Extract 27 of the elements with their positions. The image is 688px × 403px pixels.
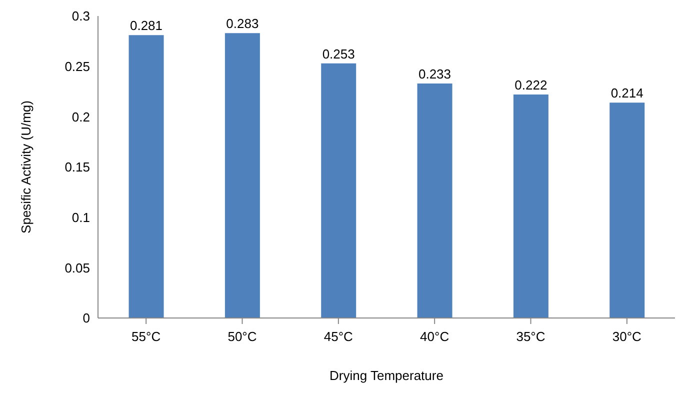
y-tick-label: 0.1	[72, 210, 90, 225]
x-tick-label: 55°C	[132, 329, 161, 344]
x-tick-label: 35°C	[516, 329, 546, 344]
data-label: 0.222	[514, 78, 548, 93]
data-label: 0.283	[226, 16, 259, 32]
data-label: 0.214	[610, 86, 644, 101]
bar	[417, 83, 452, 318]
x-tick-label: 45°C	[324, 329, 353, 344]
x-tick-label: 30°C	[612, 329, 642, 344]
x-axis-title: Drying Temperature	[330, 368, 444, 383]
y-axis-title: Spesific Activity (U/mg)	[18, 100, 34, 234]
x-tick-label: 50°C	[228, 329, 257, 344]
bar	[610, 102, 645, 318]
y-tick-label: 0.25	[64, 58, 90, 74]
bar	[128, 35, 164, 318]
y-tick-label: 0.05	[64, 260, 90, 276]
data-label: 0.281	[130, 18, 163, 34]
bar	[321, 63, 356, 318]
y-tick-label: 0	[82, 310, 90, 326]
data-label: 0.233	[418, 66, 452, 82]
bar	[513, 94, 548, 318]
bar	[224, 33, 260, 318]
data-label: 0.253	[322, 46, 355, 62]
x-tick-label: 40°C	[420, 329, 450, 344]
y-tick-label: 0.2	[72, 109, 90, 124]
y-tick-label: 0.15	[64, 160, 90, 175]
y-tick-label: 0.3	[72, 8, 90, 24]
